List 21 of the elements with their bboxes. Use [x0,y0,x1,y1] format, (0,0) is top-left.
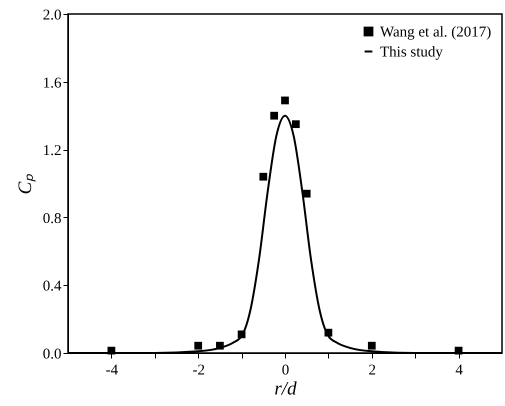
x-tick-label: -4 [106,362,119,378]
y-tick-label: 0.4 [42,278,62,295]
x-tick-label: 4 [455,362,464,378]
y-tick-label: 0.8 [42,210,62,227]
point [270,112,278,120]
legend-label: Wang et al. (2017) [380,24,492,40]
point [194,342,202,350]
x-tick-label: 0 [282,362,290,378]
x-tick-label: 2 [368,362,376,378]
x-axis-title: r/d [274,378,298,400]
point [281,96,289,104]
point [368,342,376,350]
y-tick-label: 2.0 [42,8,62,24]
point [292,120,300,128]
x-tick-label: -2 [192,362,205,378]
y-axis-title: Cₚ [14,174,36,194]
point [259,172,268,181]
y-tick-label: 1.6 [42,75,62,92]
y-tick-label: 0.0 [42,346,62,362]
legend-label: This study [380,44,444,60]
y-tick-label: 1.2 [42,143,62,160]
